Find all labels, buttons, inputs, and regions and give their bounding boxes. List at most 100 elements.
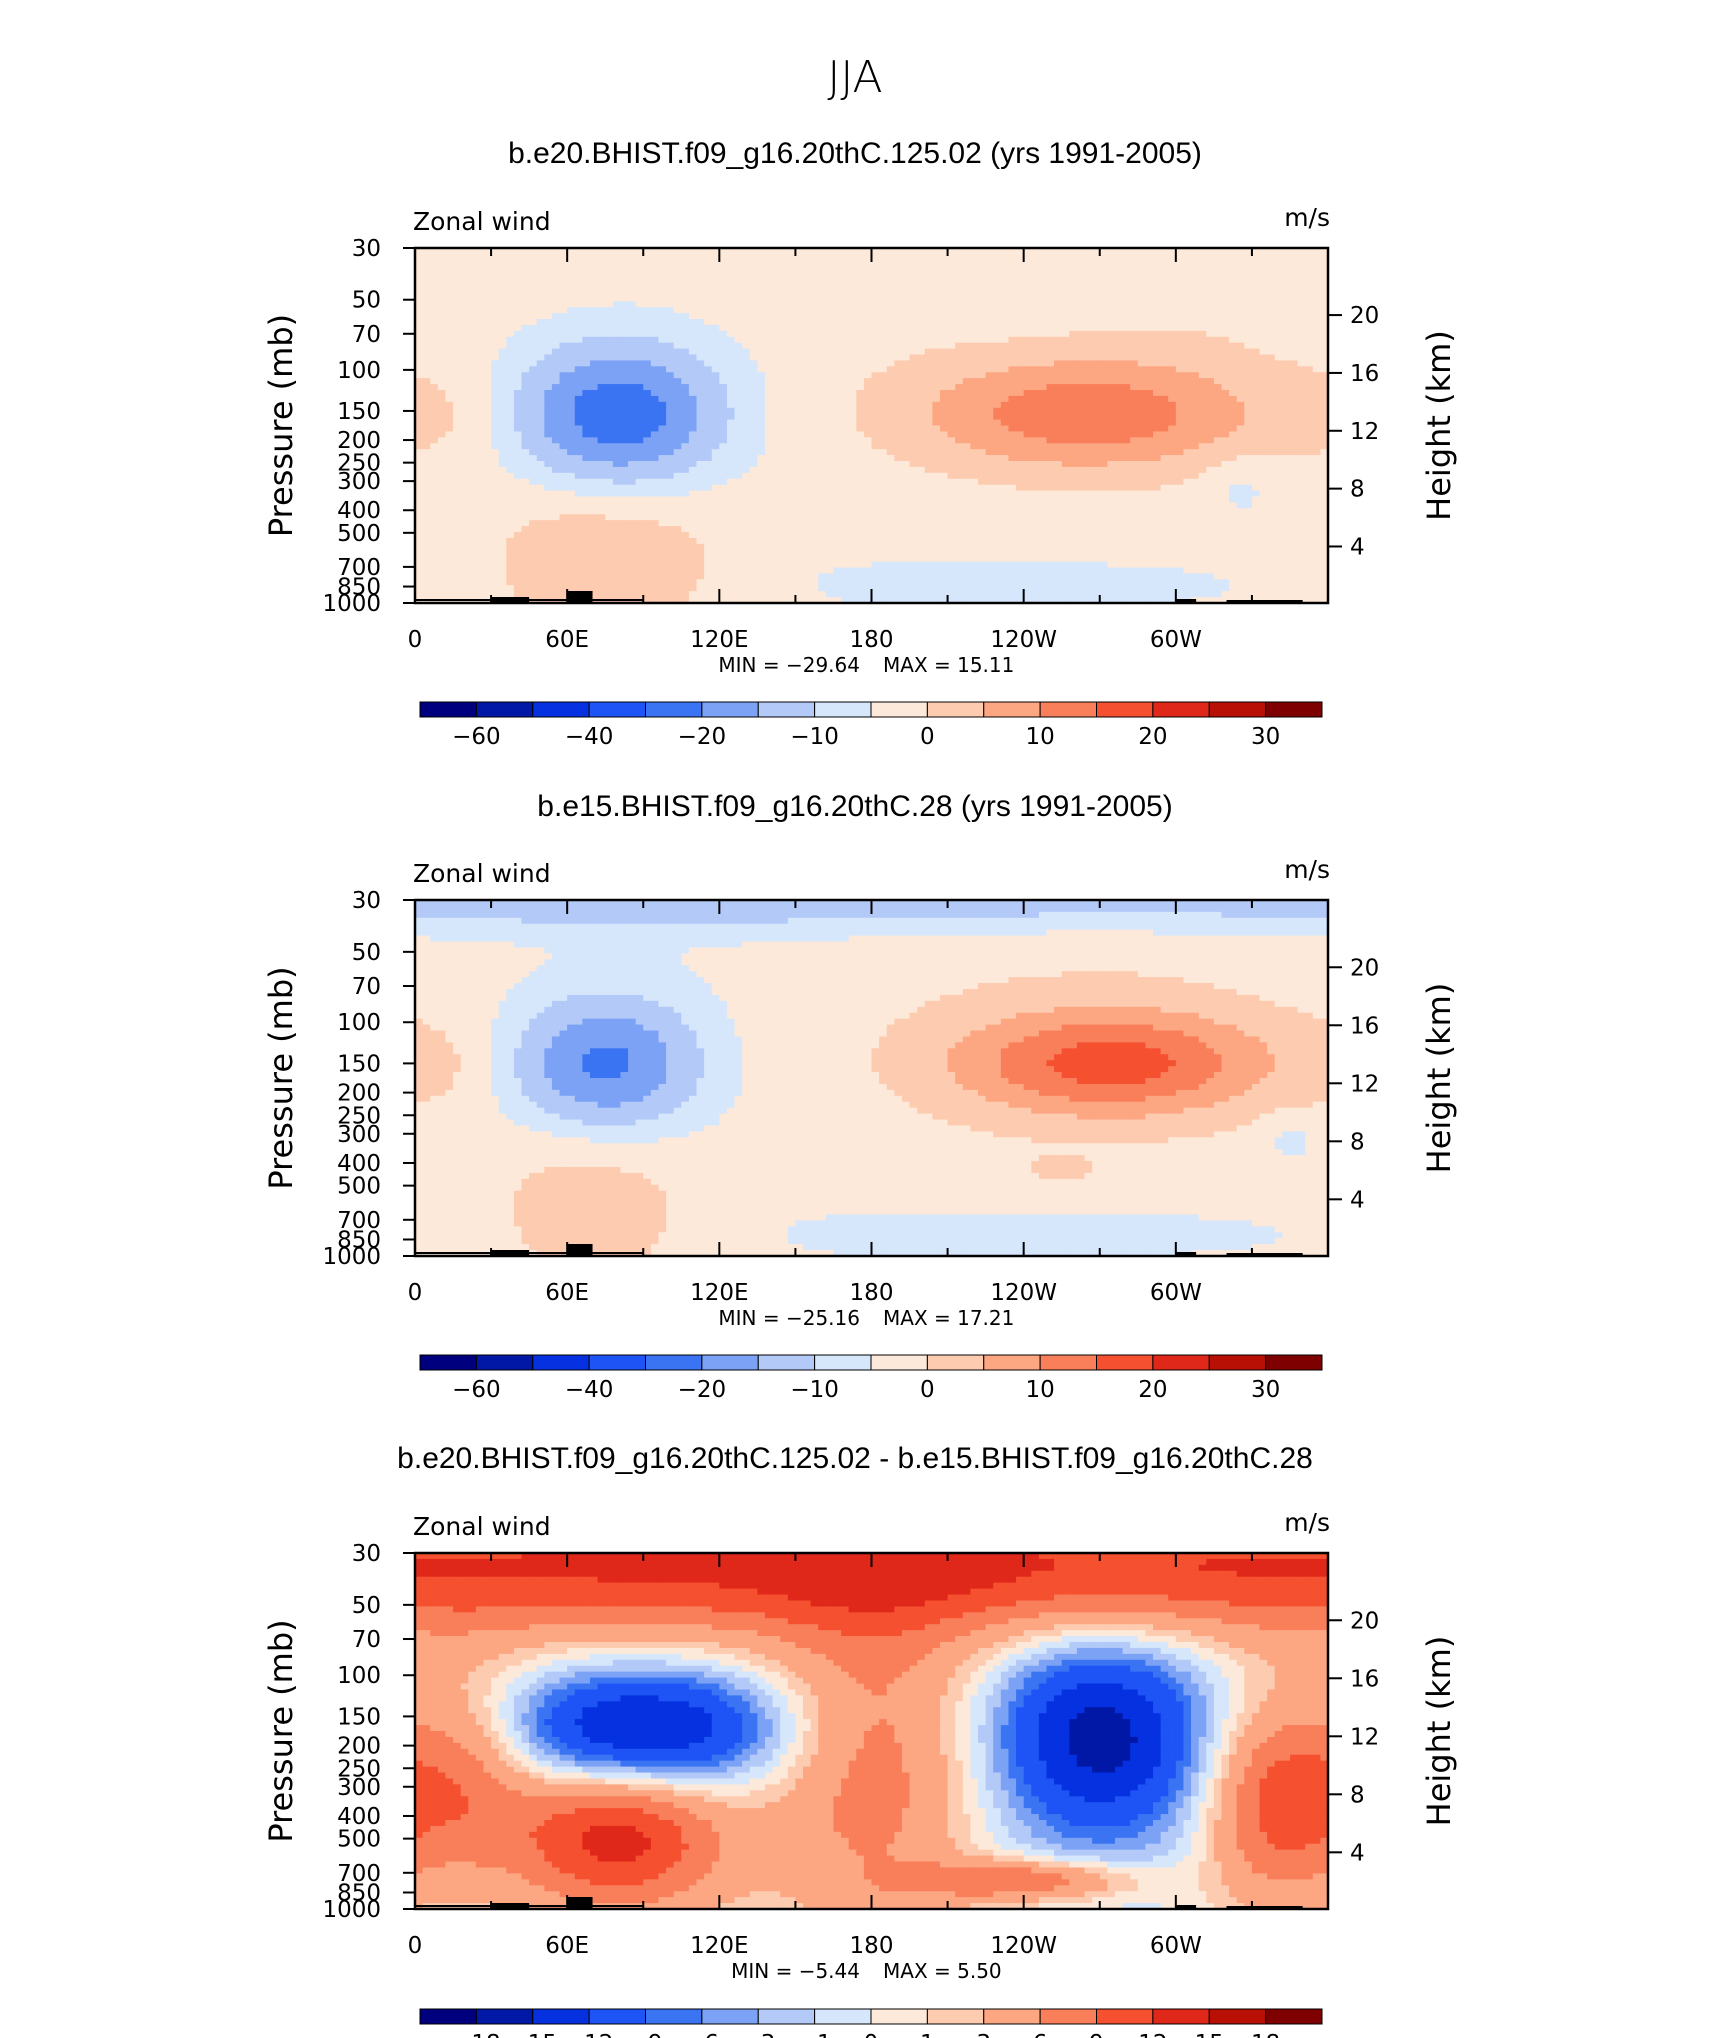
heat-cell [917,336,926,344]
heat-cell [803,425,812,433]
heat-cell [993,348,1002,356]
heat-cell [1153,289,1162,296]
heat-cell [917,360,926,367]
heat-cell [742,324,751,332]
heat-cell [1305,449,1314,456]
heat-cell [909,348,918,356]
heat-cell [856,289,865,296]
heat-cell [551,431,561,438]
heat-cell [673,443,682,450]
heat-cell [1054,390,1063,397]
heat-cell [1312,378,1321,385]
heat-cell [1274,253,1283,261]
heat-cell [962,384,972,391]
heat-cell [939,378,949,385]
heat-cell [833,437,842,444]
heat-cell [1168,372,1177,379]
heat-cell [643,330,652,338]
heat-cell [909,431,918,438]
heat-cell [605,348,614,356]
heat-cell [1084,313,1093,320]
heat-cell [468,490,477,498]
heat-cell [1221,307,1230,314]
heat-cell [795,431,804,438]
heat-cell [491,449,500,456]
heat-cell [955,419,964,427]
heat-cell [445,319,454,326]
heat-cell [612,253,622,261]
heat-cell [1114,443,1124,450]
heat-cell [1297,372,1306,379]
heat-cell [1153,372,1162,379]
heat-cell [483,490,492,498]
heat-cell [559,324,568,332]
heat-cell [1289,360,1299,367]
heat-cell [605,324,614,332]
heat-cell [1016,277,1025,285]
heat-cell [567,336,576,344]
heat-cell [1046,259,1055,267]
heat-cell [1054,372,1063,379]
heat-cell [1320,248,1328,255]
heat-cell [734,472,743,480]
heat-cell [795,354,804,362]
heat-cell [764,313,774,320]
heat-cell [780,248,789,255]
heat-cell [1031,336,1040,344]
heat-cell [1274,431,1283,438]
heat-cell [780,336,789,344]
heat-cell [491,253,500,261]
heat-cell [901,490,911,498]
heat-cell [993,366,1002,373]
heat-cell [666,283,675,291]
heat-cell [1122,330,1131,338]
heat-cell [1175,478,1185,486]
heat-cell [1236,330,1245,338]
heat-cell [1251,253,1261,261]
heat-cell [711,461,720,468]
heat-cell [962,466,972,474]
heat-cell [818,342,827,350]
heat-cell [605,253,614,261]
heat-cell [749,378,758,385]
heat-cell [719,295,728,302]
heat-cell [947,449,956,456]
heat-cell [1061,384,1070,391]
heat-cell [422,437,431,444]
heat-cell [1016,348,1025,356]
heat-cell [506,319,515,326]
heat-cell [795,283,804,291]
heat-cell [688,336,698,344]
heat-cell [521,253,530,261]
heat-cell [932,330,941,338]
heat-cell [833,342,842,350]
heat-cell [810,295,819,302]
heat-cell [726,461,736,468]
heat-cell [711,248,720,255]
heat-cell [445,366,454,373]
heat-cell [1191,437,1200,444]
heat-cell [498,449,507,456]
heat-cell [810,301,819,308]
heat-cell [628,378,637,385]
heat-cell [1023,248,1032,255]
heat-cell [475,253,485,261]
heat-cell [993,259,1002,267]
heat-cell [1320,431,1328,438]
heat-cell [856,324,865,332]
heat-cell [605,490,614,498]
heat-cell [1198,248,1207,255]
heat-cell [1221,419,1230,427]
heat-cell [688,319,698,326]
heat-cell [453,401,462,409]
heat-cell [1092,271,1101,279]
heat-cell [772,259,781,267]
heat-cell [924,271,933,279]
heat-cell [1221,390,1230,397]
heat-cell [551,461,561,468]
heat-cell [1137,401,1146,409]
heat-cell [879,449,888,456]
heat-cell [780,330,789,338]
heat-cell [970,449,979,456]
heat-cell [1259,461,1268,468]
